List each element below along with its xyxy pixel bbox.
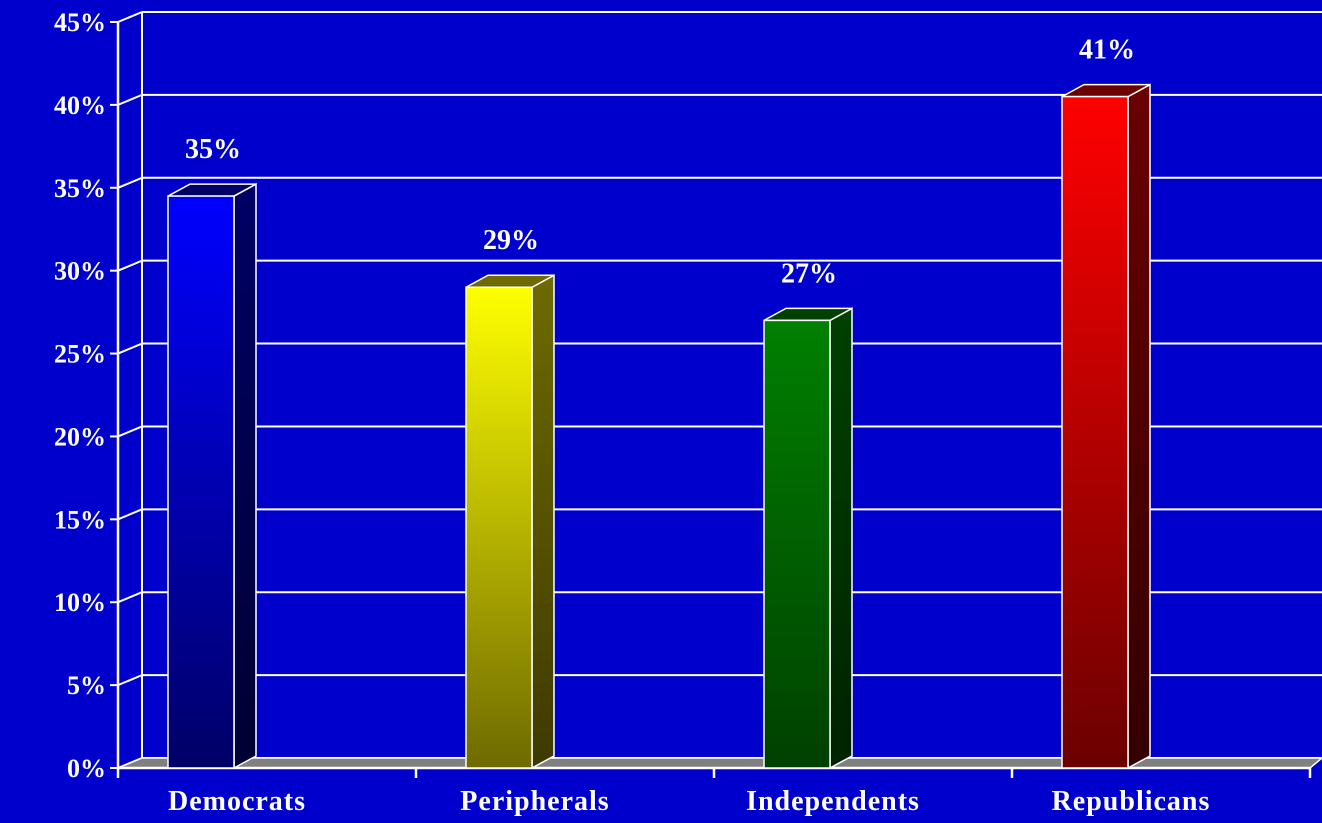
y-tick-label: 35% bbox=[54, 174, 106, 203]
gridline-side bbox=[118, 12, 142, 22]
gridline-side bbox=[118, 261, 142, 271]
bar-front bbox=[168, 196, 234, 768]
gridline-side bbox=[118, 344, 142, 354]
bar-republicans bbox=[1062, 85, 1150, 768]
bar-front bbox=[764, 320, 830, 768]
y-tick-label: 15% bbox=[54, 505, 106, 534]
y-tick-label: 20% bbox=[54, 422, 106, 451]
gridline-side bbox=[118, 675, 142, 685]
bar-side bbox=[532, 275, 554, 768]
bar-front bbox=[1062, 97, 1128, 768]
y-tick-label: 45% bbox=[54, 8, 106, 37]
bar-side bbox=[830, 308, 852, 768]
y-tick-label: 40% bbox=[54, 91, 106, 120]
category-label: Peripherals bbox=[460, 786, 609, 817]
y-tick-label: 10% bbox=[54, 588, 106, 617]
y-tick-label: 30% bbox=[54, 257, 106, 286]
gridline-side bbox=[118, 509, 142, 519]
data-label: 35% bbox=[185, 134, 241, 165]
bar-independents bbox=[764, 308, 852, 768]
bar-side bbox=[1128, 85, 1150, 768]
data-label: 27% bbox=[781, 258, 837, 289]
bar-side bbox=[234, 184, 256, 768]
gridline-side bbox=[118, 178, 142, 188]
category-label: Democrats bbox=[168, 786, 306, 817]
y-tick-label: 5% bbox=[67, 671, 106, 700]
data-label: 29% bbox=[483, 225, 539, 256]
y-tick-label: 0% bbox=[67, 754, 106, 783]
gridline-side bbox=[118, 592, 142, 602]
data-label: 41% bbox=[1079, 35, 1135, 66]
category-label: Republicans bbox=[1052, 786, 1211, 817]
y-tick-label: 25% bbox=[54, 340, 106, 369]
gridline-side bbox=[118, 95, 142, 105]
category-label: Independents bbox=[746, 786, 920, 817]
bar-front bbox=[466, 287, 532, 768]
gridline-side bbox=[118, 426, 142, 436]
bar-democrats bbox=[168, 184, 256, 768]
bar-peripherals bbox=[466, 275, 554, 768]
